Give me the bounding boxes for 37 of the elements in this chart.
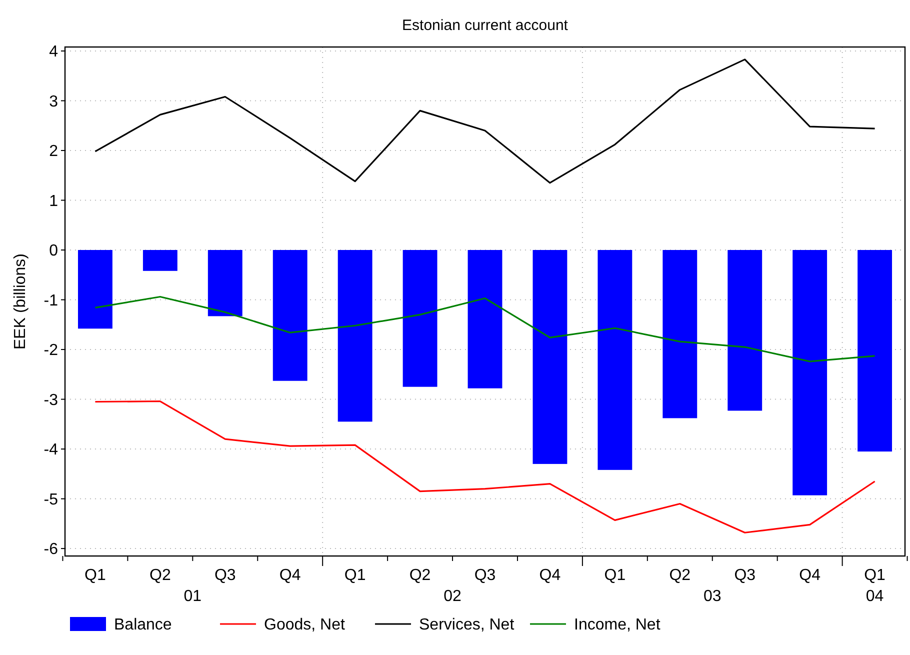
legend-label: Goods, Net	[264, 616, 346, 634]
y-tick-label: -3	[44, 392, 58, 409]
y-tick-label: -1	[44, 292, 58, 310]
y-axis-title: EEK (billions)	[12, 253, 29, 350]
x-tick-label: Q1	[864, 567, 886, 584]
text: 03	[703, 588, 722, 605]
x-tick-label: Q3	[474, 567, 496, 584]
y-tick-label: -4	[44, 442, 58, 459]
x-tick-label: Q1	[344, 567, 366, 584]
chart-title: Estonian current account	[402, 17, 569, 34]
text: 04	[866, 588, 884, 605]
y-tick-label: -6	[44, 541, 58, 558]
x-tick-label: Q3	[214, 567, 236, 584]
x-tick-label: Q2	[150, 567, 171, 584]
x-tick-label: Q1	[84, 567, 106, 584]
y-tick-label: 1	[49, 192, 58, 210]
y-tick-label: -2	[44, 342, 58, 360]
x-tick-label: Q4	[539, 567, 561, 584]
legend-label: Services, Net	[419, 616, 515, 634]
x-tick-label: Q2	[669, 567, 691, 584]
x-tick-label: Q1	[604, 567, 626, 584]
x-tick-label: Q4	[279, 567, 301, 584]
y-tick-label: 2	[49, 143, 58, 160]
line-series	[94, 58, 876, 184]
x-tick-label: Q2	[409, 567, 431, 584]
line-series	[94, 296, 876, 362]
legend-label: Income, Net	[574, 616, 661, 634]
text: 02	[444, 588, 462, 605]
line-series	[94, 400, 876, 534]
legend-label: Balance	[114, 616, 172, 634]
x-tick-label: Q4	[799, 567, 821, 584]
y-tick-label: -5	[44, 491, 58, 508]
y-tick-label: 0	[49, 242, 58, 260]
y-tick-label: 3	[49, 93, 58, 110]
y-tick-label: 4	[49, 44, 58, 61]
x-tick-label: Q3	[734, 567, 756, 584]
text: 01	[184, 588, 202, 605]
